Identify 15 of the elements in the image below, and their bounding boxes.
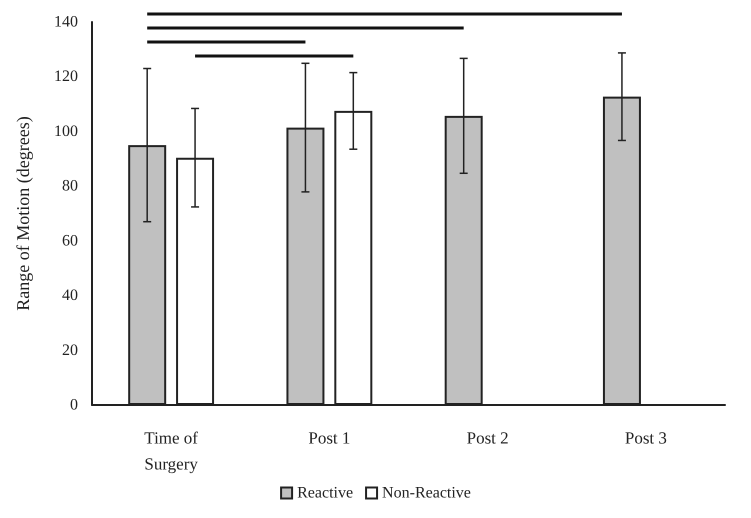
legend-label: Non-Reactive [382, 484, 471, 502]
y-tick-label: 120 [54, 68, 78, 86]
y-tick-label: 140 [54, 14, 78, 30]
y-axis-title: Range of Motion (degrees) [13, 116, 33, 311]
legend-label: Reactive [297, 484, 354, 502]
x-tick-label: Post 2 [466, 428, 509, 448]
x-tick-label: Post 3 [624, 428, 667, 448]
y-tick-label: 20 [62, 342, 78, 359]
y-tick-label: 40 [62, 287, 78, 304]
x-tick-label: Time of Surgery [144, 428, 198, 474]
y-tick-label: 60 [62, 232, 78, 250]
x-tick-label: Post 1 [308, 428, 350, 448]
y-tick-label: 100 [54, 122, 78, 140]
y-tick-label: 80 [62, 178, 78, 195]
y-tick-label: 0 [70, 396, 78, 414]
